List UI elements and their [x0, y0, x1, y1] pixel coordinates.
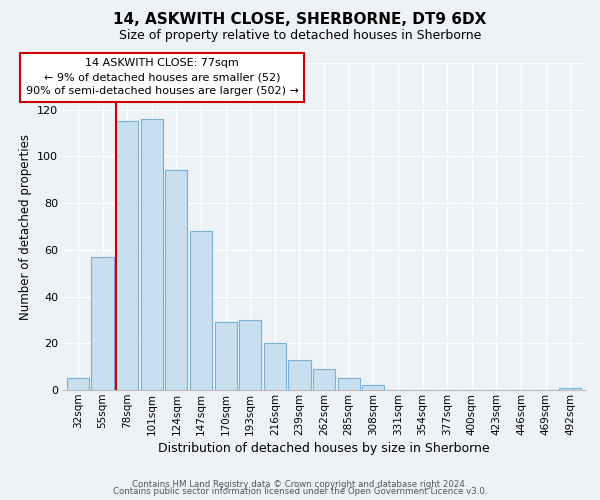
Text: Contains public sector information licensed under the Open Government Licence v3: Contains public sector information licen… [113, 488, 487, 496]
Bar [313, 369, 335, 390]
Bar [91, 257, 113, 390]
Bar [239, 320, 262, 390]
Bar [264, 344, 286, 390]
Y-axis label: Number of detached properties: Number of detached properties [19, 134, 32, 320]
Bar [338, 378, 360, 390]
Bar [215, 322, 236, 390]
Text: 14, ASKWITH CLOSE, SHERBORNE, DT9 6DX: 14, ASKWITH CLOSE, SHERBORNE, DT9 6DX [113, 12, 487, 28]
Bar [116, 122, 138, 390]
Bar [559, 388, 581, 390]
Text: Size of property relative to detached houses in Sherborne: Size of property relative to detached ho… [119, 29, 481, 42]
X-axis label: Distribution of detached houses by size in Sherborne: Distribution of detached houses by size … [158, 442, 490, 455]
Bar [190, 231, 212, 390]
Bar [362, 386, 385, 390]
Text: Contains HM Land Registry data © Crown copyright and database right 2024.: Contains HM Land Registry data © Crown c… [132, 480, 468, 489]
Bar [140, 119, 163, 390]
Bar [289, 360, 311, 390]
Bar [67, 378, 89, 390]
Text: 14 ASKWITH CLOSE: 77sqm
← 9% of detached houses are smaller (52)
90% of semi-det: 14 ASKWITH CLOSE: 77sqm ← 9% of detached… [26, 58, 299, 96]
Bar [166, 170, 187, 390]
